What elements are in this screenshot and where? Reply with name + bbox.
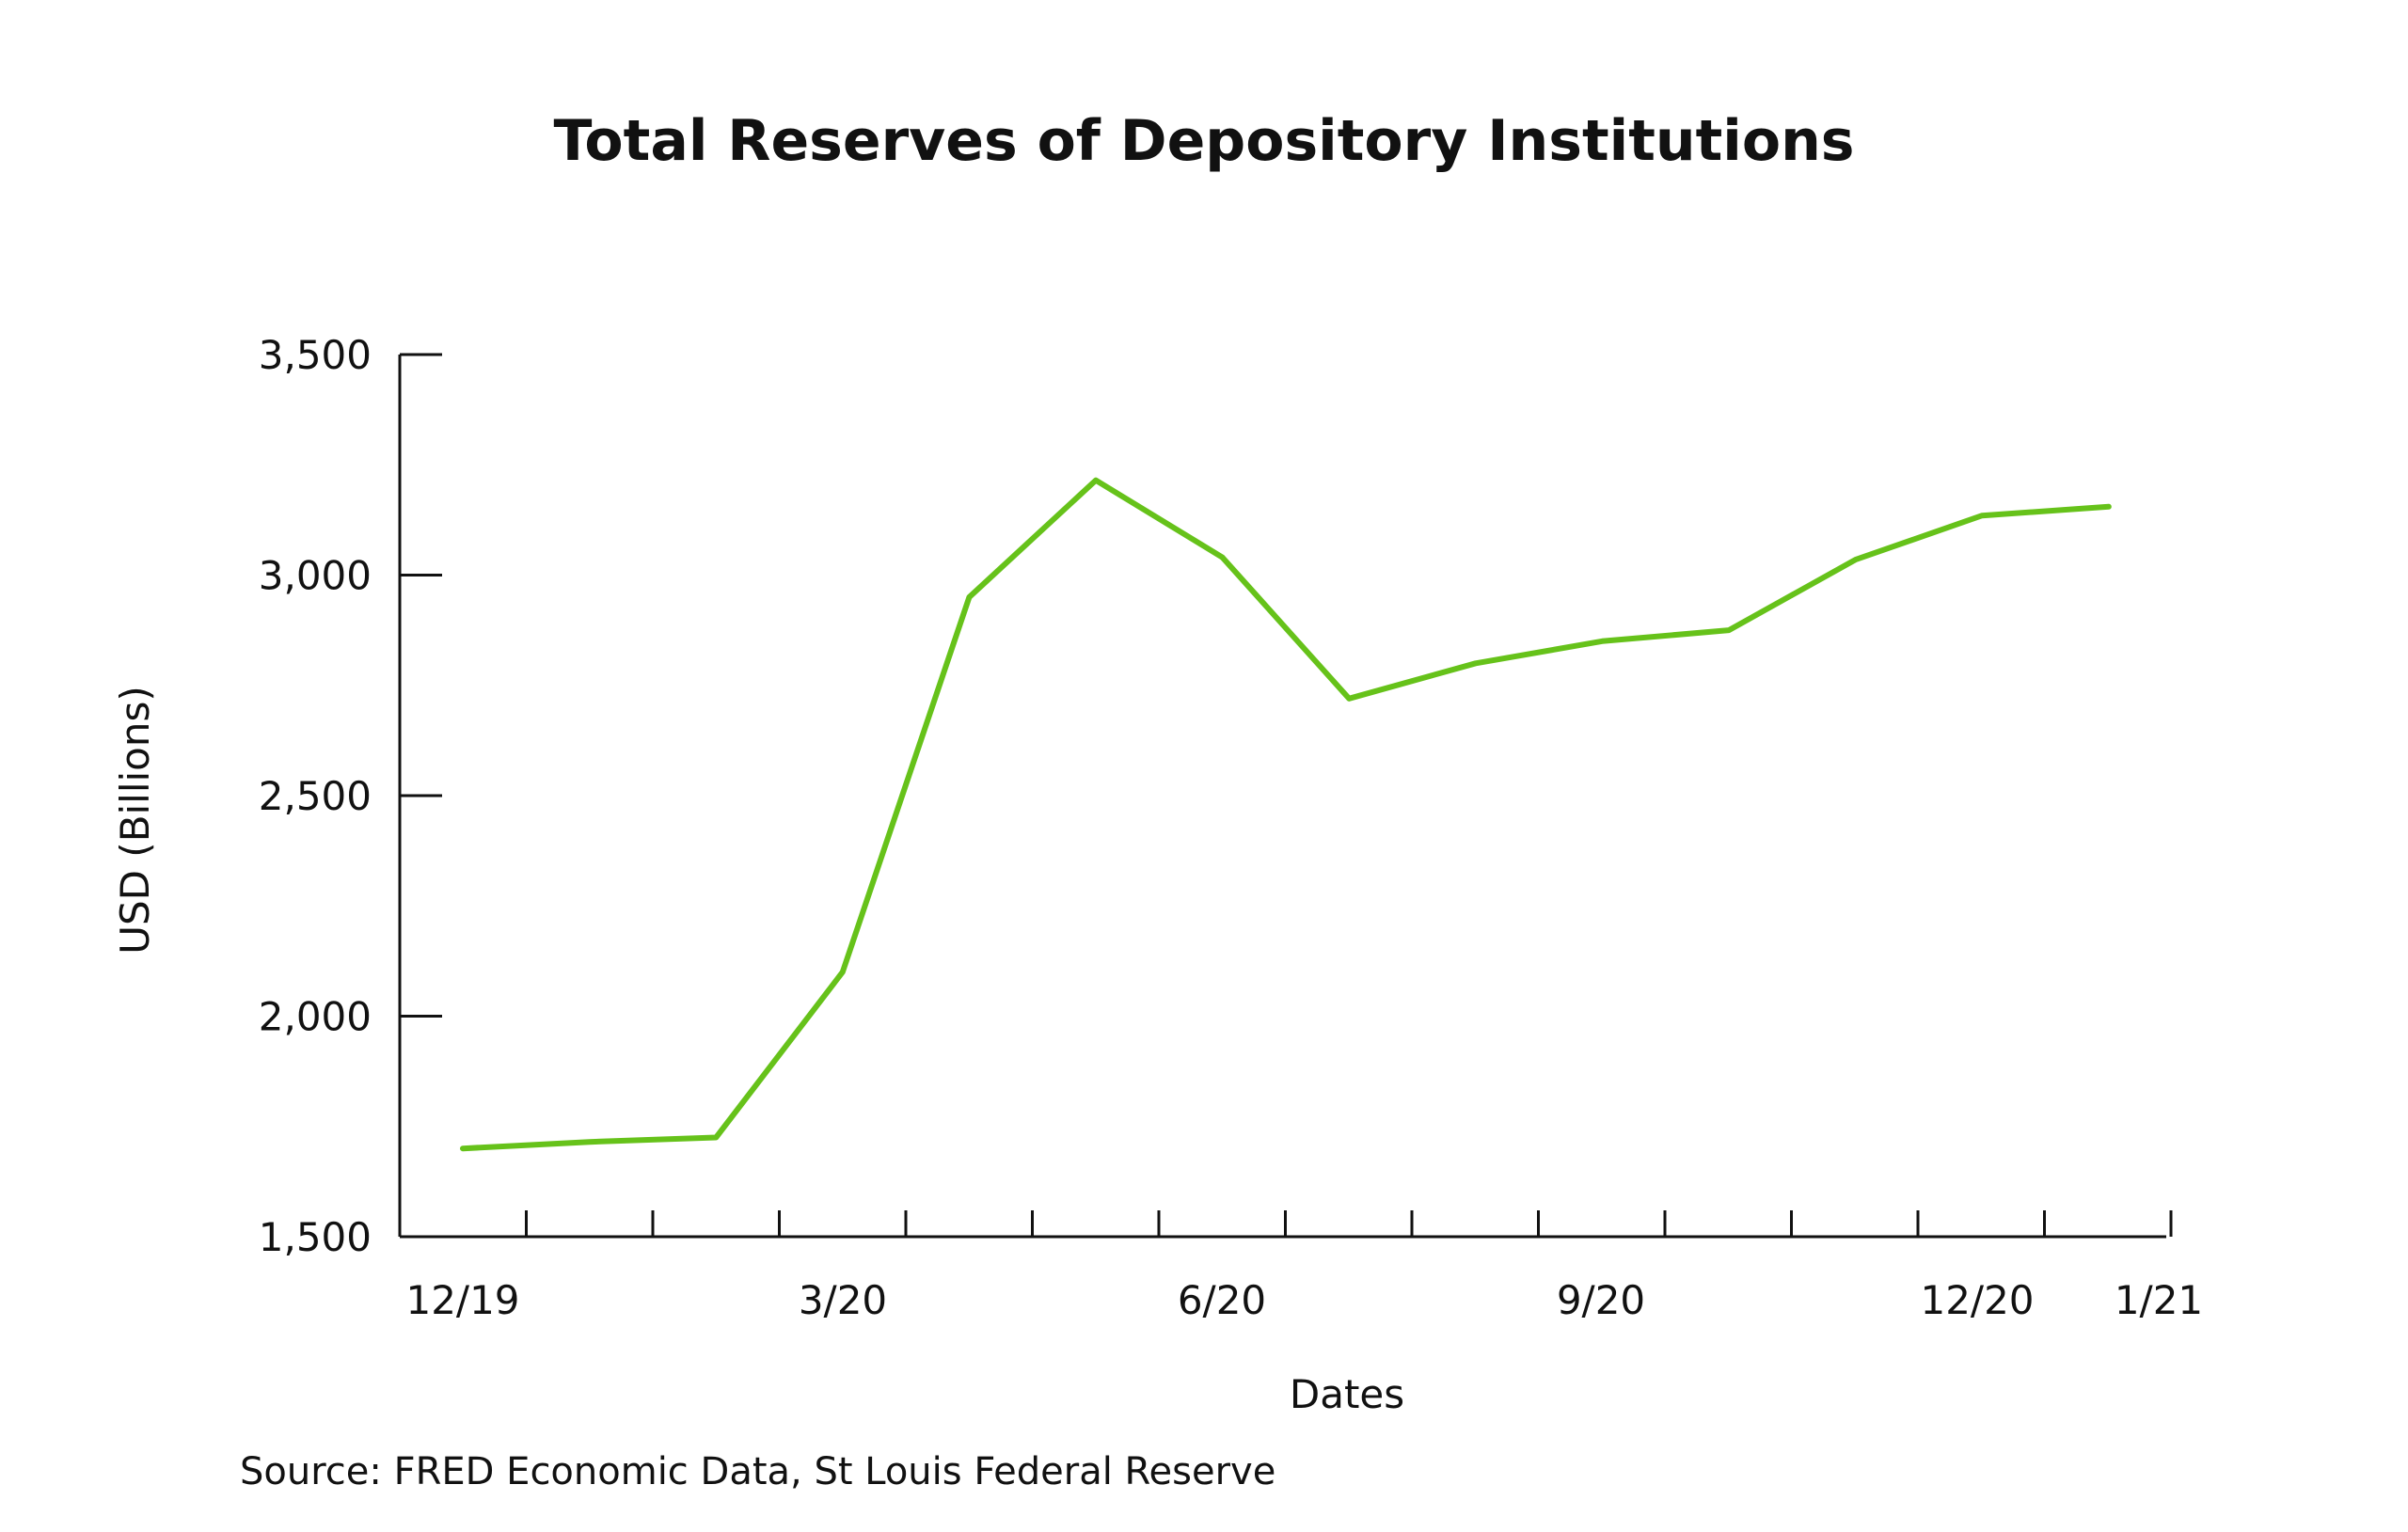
x-axis: 12/19 3/20 6/20 9/20 12/20 1/21 <box>400 1210 2203 1323</box>
y-axis-title: USD (Billions) <box>112 686 158 955</box>
x-axis-title: Dates <box>1290 1371 1404 1417</box>
series-line <box>460 477 2112 1152</box>
y-tick-label: 2,000 <box>259 994 372 1040</box>
x-tick-label: 12/20 <box>1920 1277 2034 1323</box>
y-tick-label: 1,500 <box>259 1214 372 1260</box>
y-tick-label: 3,500 <box>259 332 372 378</box>
x-tick-label: 6/20 <box>1178 1277 1266 1323</box>
x-tick-label: 3/20 <box>799 1277 887 1323</box>
x-tick-label: 12/19 <box>405 1277 519 1323</box>
series-group <box>460 477 2112 1152</box>
y-axis: 1,500 2,000 2,500 3,000 3,500 <box>259 332 442 1260</box>
y-tick-label: 2,500 <box>259 773 372 819</box>
x-tick-label: 1/21 <box>2115 1277 2203 1323</box>
source-note: Source: FRED Economic Data, St Louis Fed… <box>240 1450 1275 1493</box>
chart-title: Total Reserves of Depository Institution… <box>553 108 1854 174</box>
x-tick-label: 9/20 <box>1557 1277 1645 1323</box>
y-tick-label: 3,000 <box>259 553 372 599</box>
